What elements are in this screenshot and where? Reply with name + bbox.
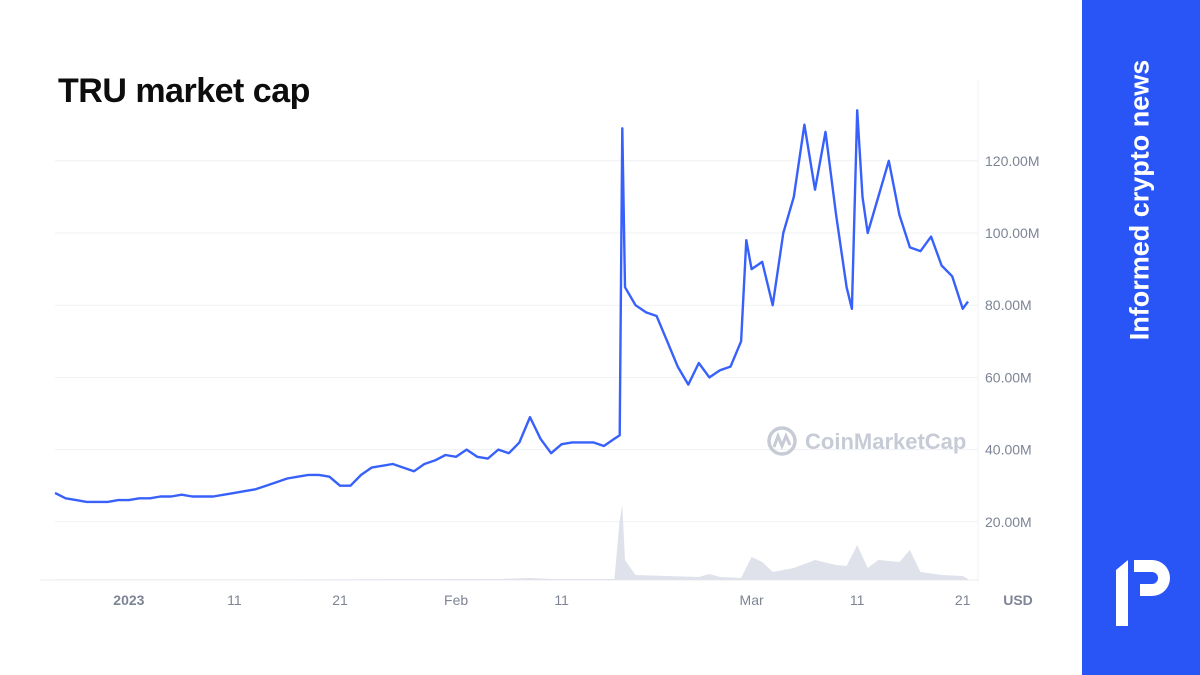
x-tick-label: 2023	[113, 592, 144, 608]
x-tick-label: 11	[850, 592, 865, 608]
watermark-text: CoinMarketCap	[805, 429, 966, 454]
x-tick-label: 11	[227, 592, 242, 608]
y-tick-label: 80.00M	[985, 297, 1032, 313]
x-tick-label: 21	[332, 592, 348, 608]
brand-logo-icon	[1116, 560, 1170, 626]
x-tick-label: 21	[955, 592, 971, 608]
x-tick-label: Feb	[444, 592, 468, 608]
y-tick-label: 20.00M	[985, 514, 1032, 530]
y-tick-label: 120.00M	[985, 153, 1039, 169]
x-tick-label: 11	[554, 592, 569, 608]
y-tick-label: 40.00M	[985, 442, 1032, 458]
market-cap-line	[54, 109, 969, 504]
x-tick-label: Mar	[740, 592, 764, 608]
currency-label: USD	[1003, 592, 1033, 608]
y-tick-label: 60.00M	[985, 369, 1032, 385]
y-tick-label: 100.00M	[985, 225, 1039, 241]
coinmarketcap-watermark: CoinMarketCap	[767, 426, 966, 456]
brand-tagline: Informed crypto news	[1124, 59, 1155, 341]
chart-title: TRU market cap	[58, 72, 310, 110]
volume-area	[55, 505, 968, 580]
market-cap-chart: 20.00M 40.00M 60.00M 80.00M 100.00M 120.00M 2…	[40, 80, 1039, 608]
